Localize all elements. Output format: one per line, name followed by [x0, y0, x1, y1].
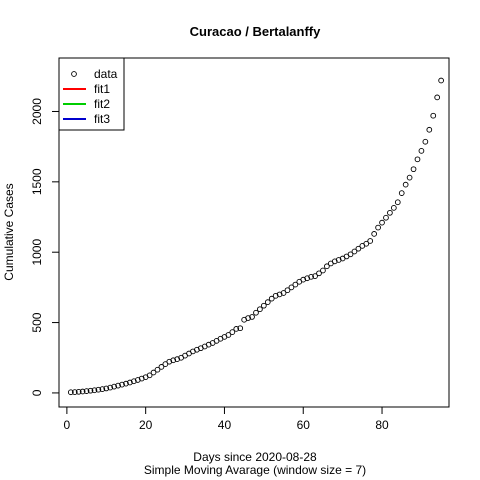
y-tick-label: 2000: [30, 98, 44, 125]
data-point: [87, 387, 94, 394]
data-point: [430, 112, 437, 119]
data-point: [115, 382, 121, 389]
x-tick-label: 20: [139, 418, 153, 432]
y-tick-label: 1500: [30, 168, 44, 195]
data-point: [316, 270, 322, 277]
data-point: [127, 379, 133, 386]
x-tick-label: 40: [218, 418, 232, 432]
data-point: [170, 357, 177, 364]
data-point: [426, 126, 433, 133]
data-point: [150, 369, 157, 376]
data-point: [324, 263, 330, 270]
data-point: [418, 148, 425, 154]
data-point: [103, 385, 110, 392]
legend-marker-data: [71, 71, 77, 77]
data-point: [264, 299, 271, 306]
x-axis-label: Days since 2020-08-28: [193, 450, 317, 464]
data-point: [233, 326, 240, 332]
legend-label-fit1: fit1: [94, 82, 110, 96]
data-point: [390, 205, 397, 211]
data-point: [288, 284, 295, 291]
data-point: [67, 389, 74, 396]
y-tick-label: 500: [30, 312, 44, 332]
data-point: [111, 383, 118, 390]
data-point: [438, 77, 444, 84]
data-point: [312, 273, 318, 279]
y-tick-label: 0: [30, 389, 44, 396]
chart-title: Curacao / Bertalanffy: [190, 24, 322, 39]
data-point: [123, 380, 129, 387]
data-point: [95, 386, 102, 393]
data-point: [320, 267, 326, 274]
data-point: [347, 251, 354, 258]
legend-label-fit3: fit3: [94, 112, 110, 126]
data-point: [245, 315, 251, 321]
data-point: [363, 240, 370, 247]
data-point: [280, 290, 287, 296]
data-point: [158, 364, 165, 370]
chart-subtitle: Simple Moving Avarage (window size = 7): [144, 463, 366, 477]
data-point: [406, 174, 413, 181]
data-point: [146, 372, 153, 379]
y-axis: 0 500 1000 1500 2000: [30, 98, 60, 396]
data-point: [398, 190, 405, 196]
data-point: [91, 387, 98, 394]
data-point: [229, 329, 236, 335]
data-point: [375, 224, 381, 231]
data-point: [292, 281, 299, 288]
data-point: [367, 238, 374, 244]
data-point: [371, 231, 378, 237]
data-point: [351, 248, 358, 255]
data-point: [355, 245, 362, 252]
data-point: [253, 309, 259, 316]
data-point: [379, 219, 385, 226]
x-tick-label: 60: [297, 418, 311, 432]
data-point: [422, 138, 429, 145]
data-point: [284, 287, 291, 294]
data-point: [308, 273, 314, 280]
data-point: [434, 94, 441, 101]
data-point: [268, 295, 275, 302]
y-tick-label: 1000: [30, 239, 44, 266]
x-tick-label: 80: [375, 418, 389, 432]
data-point: [383, 214, 389, 221]
data-point: [260, 302, 267, 309]
data-point: [71, 389, 78, 395]
data-point: [225, 332, 232, 338]
data-point: [75, 388, 82, 395]
data-point: [83, 388, 90, 394]
legend-label-data: data: [94, 67, 118, 81]
data-point: [107, 384, 114, 391]
data-point: [402, 181, 409, 188]
data-point: [79, 388, 86, 395]
x-axis: 0 20 40 60 80: [64, 406, 389, 432]
data-point: [154, 366, 161, 373]
data-point: [237, 325, 244, 332]
data-point: [387, 209, 393, 216]
data-point: [257, 306, 263, 313]
data-point: [394, 199, 401, 206]
data-point: [119, 381, 125, 388]
data-point: [249, 314, 255, 320]
x-tick-label: 0: [64, 418, 71, 432]
y-axis-label: Cumulative Cases: [2, 183, 16, 280]
legend-label-fit2: fit2: [94, 97, 110, 111]
data-point: [414, 156, 421, 163]
data-point: [99, 386, 106, 392]
data-point: [130, 378, 137, 385]
data-point: [410, 166, 417, 173]
data-points: [67, 77, 444, 396]
